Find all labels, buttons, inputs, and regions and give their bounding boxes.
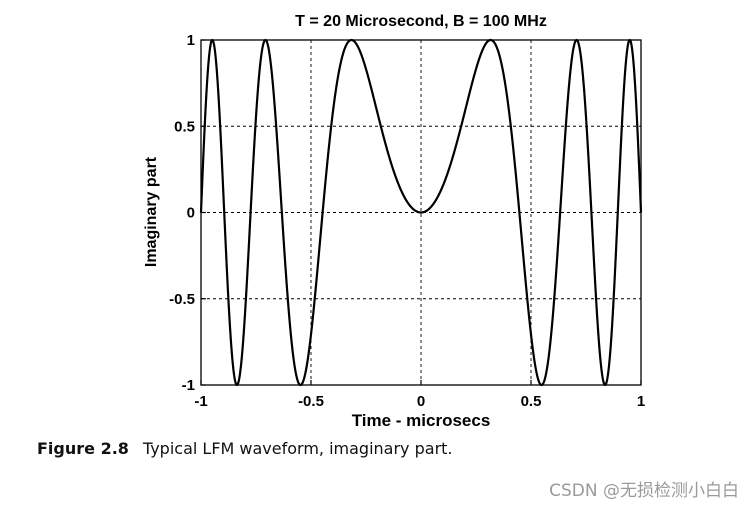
y-tick-label: -0.5	[169, 291, 195, 308]
y-tick-label: 0.5	[174, 118, 195, 135]
x-tick-label: 0.5	[521, 393, 542, 410]
x-axis-label: Time - microsecs	[352, 411, 491, 430]
imaginary-part-series-line	[199, 38, 643, 387]
y-tick-label: 0	[187, 205, 195, 222]
y-tick-label: -1	[182, 377, 195, 394]
figure-caption-text: Typical LFM waveform, imaginary part.	[142, 439, 453, 458]
x-tick-label: 1	[637, 393, 645, 410]
figure-number: Figure 2.8	[37, 439, 129, 458]
x-tick-label: -1	[194, 393, 207, 410]
x-tick-label: 0	[417, 393, 425, 410]
grid-lines	[201, 40, 641, 385]
x-tick-label: -0.5	[298, 393, 324, 410]
figure-caption: Figure 2.8 Typical LFM waveform, imaginar…	[37, 439, 453, 458]
y-axis-label: Imaginary part	[143, 156, 160, 267]
x-axis-ticks: -1 -0.5 0 0.5 1	[194, 380, 645, 410]
csdn-watermark: CSDN @无损检测小白白	[549, 481, 739, 501]
chart-title: T = 20 Microsecond, B = 100 MHz	[295, 13, 547, 30]
y-axis-ticks: -1 -0.5 0 0.5 1	[169, 32, 206, 394]
y-tick-label: 1	[187, 32, 195, 49]
